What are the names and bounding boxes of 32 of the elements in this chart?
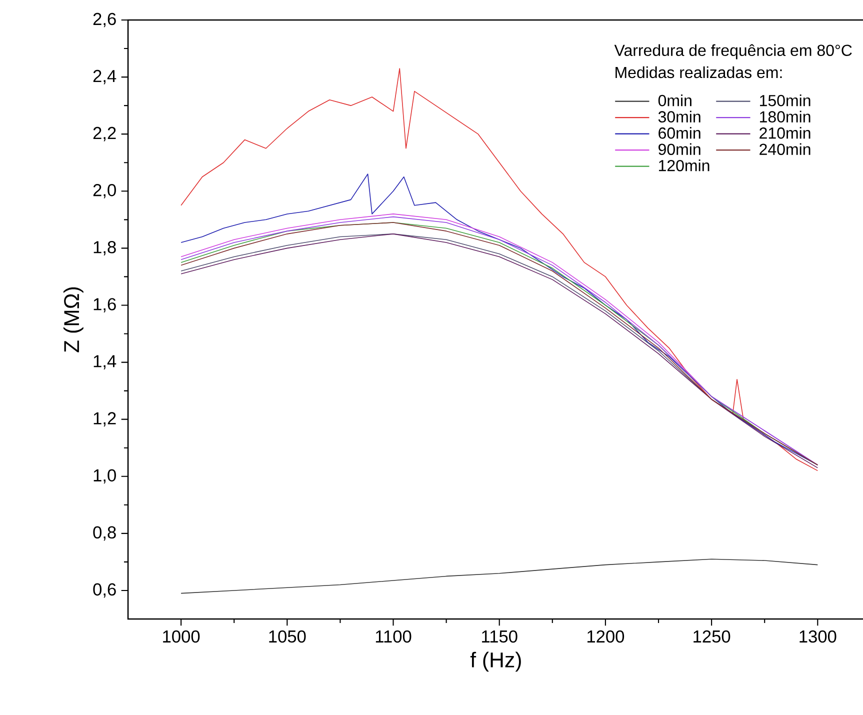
y-tick-label: 2,0 (93, 184, 116, 198)
y-tick-label: 2,6 (93, 12, 116, 28)
legend-label: 180min (760, 110, 810, 122)
y-tick-label: 1,2 (94, 412, 116, 426)
legend-label: 0min (658, 94, 692, 106)
y-tick-label: 1,0 (94, 469, 116, 484)
x-tick-label: 1250 (694, 630, 730, 643)
legend-label: 150min (760, 94, 810, 106)
y-tick-label: 0,6 (93, 583, 116, 598)
x-tick-label: 1150 (482, 630, 518, 643)
legend-title: Medidas realizadas em: (616, 66, 782, 78)
legend-label: 210min (760, 127, 810, 139)
x-tick-label: 1200 (587, 630, 624, 643)
x-tick-label: 1100 (376, 630, 412, 643)
legend-label: 240min (760, 143, 810, 156)
legend-label: 30min (658, 110, 700, 122)
legend-label: 90min (658, 143, 700, 156)
legend-label: 120min (658, 160, 710, 172)
y-tick-label: 2,2 (93, 126, 116, 142)
y-tick-label: 1,8 (94, 241, 116, 256)
x-axis-title: f (Hz) (470, 652, 521, 672)
x-tick-label: 1000 (163, 630, 200, 643)
legend-label: 60min (658, 127, 700, 139)
y-tick-label: 2,4 (93, 70, 116, 84)
x-tick-label: 1300 (800, 630, 836, 643)
annotation: Varredura de frequência em 80°C (614, 44, 852, 60)
x-tick-label: 1050 (269, 630, 306, 643)
y-tick-label: 1,4 (94, 355, 116, 370)
y-tick-label: 1,6 (94, 298, 116, 312)
y-tick-label: 0,8 (93, 526, 116, 541)
line-series (180, 558, 818, 594)
y-axis-title: Z (MΩ) (64, 287, 84, 352)
